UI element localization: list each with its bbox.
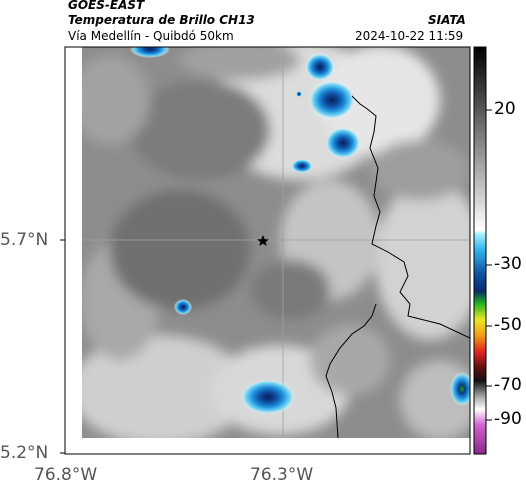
border-line-south xyxy=(325,303,377,439)
colorbar-label-neg70: -70 xyxy=(494,375,522,395)
source-label: SIATA xyxy=(428,13,466,27)
border-line-east xyxy=(351,95,470,339)
datetime-label: 2024-10-22 11:59 xyxy=(355,29,464,43)
lon-label-76.3: 76.3°W xyxy=(250,465,314,485)
lat-label-5.7: 5.7°N xyxy=(0,230,49,250)
colorbar-label-neg30: -30 xyxy=(494,254,522,274)
star-icon xyxy=(257,235,269,246)
lat-label-5.2: 5.2°N xyxy=(0,443,49,463)
product-title: Temperatura de Brillo CH13 xyxy=(68,13,255,27)
lon-label-76.8: 76.8°W xyxy=(34,465,98,485)
region-subtitle: Vía Medellín - Quibdó 50km xyxy=(68,29,234,43)
convective-cells xyxy=(130,47,470,415)
colorbar xyxy=(473,46,487,455)
colorbar-label-neg90: -90 xyxy=(494,409,522,429)
satellite-title: GOES-EAST xyxy=(68,0,145,12)
colorbar-label-20: 20 xyxy=(494,99,516,119)
colorbar-label-neg50: -50 xyxy=(494,315,522,335)
